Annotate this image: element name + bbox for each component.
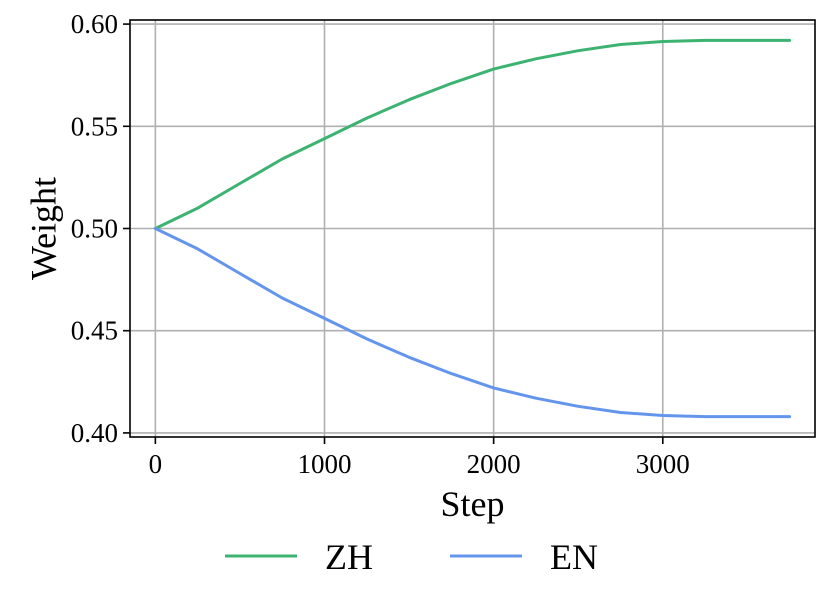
grid — [130, 20, 815, 437]
series-line-en — [153, 227, 792, 419]
x-tick-label: 0 — [149, 449, 163, 479]
y-axis-title: Weight — [24, 177, 64, 280]
series-line-zh — [153, 38, 792, 230]
series-lines — [153, 38, 792, 419]
legend-label-zh: ZH — [325, 537, 373, 577]
y-tick-label: 0.40 — [71, 418, 118, 448]
y-tick-label: 0.45 — [71, 316, 118, 346]
x-axis-title: Step — [440, 484, 504, 524]
y-tick-label: 0.50 — [71, 214, 118, 244]
legend: ZH EN — [225, 537, 598, 577]
legend-label-en: EN — [550, 537, 598, 577]
y-tick-label: 0.60 — [71, 9, 118, 39]
x-axis-ticks: 0 1000 2000 3000 — [149, 437, 690, 479]
x-tick-label: 1000 — [298, 449, 352, 479]
x-tick-label: 3000 — [636, 449, 690, 479]
y-tick-label: 0.55 — [71, 111, 118, 141]
y-axis-ticks: 0.40 0.45 0.50 0.55 0.60 — [71, 9, 130, 448]
x-tick-label: 2000 — [467, 449, 521, 479]
